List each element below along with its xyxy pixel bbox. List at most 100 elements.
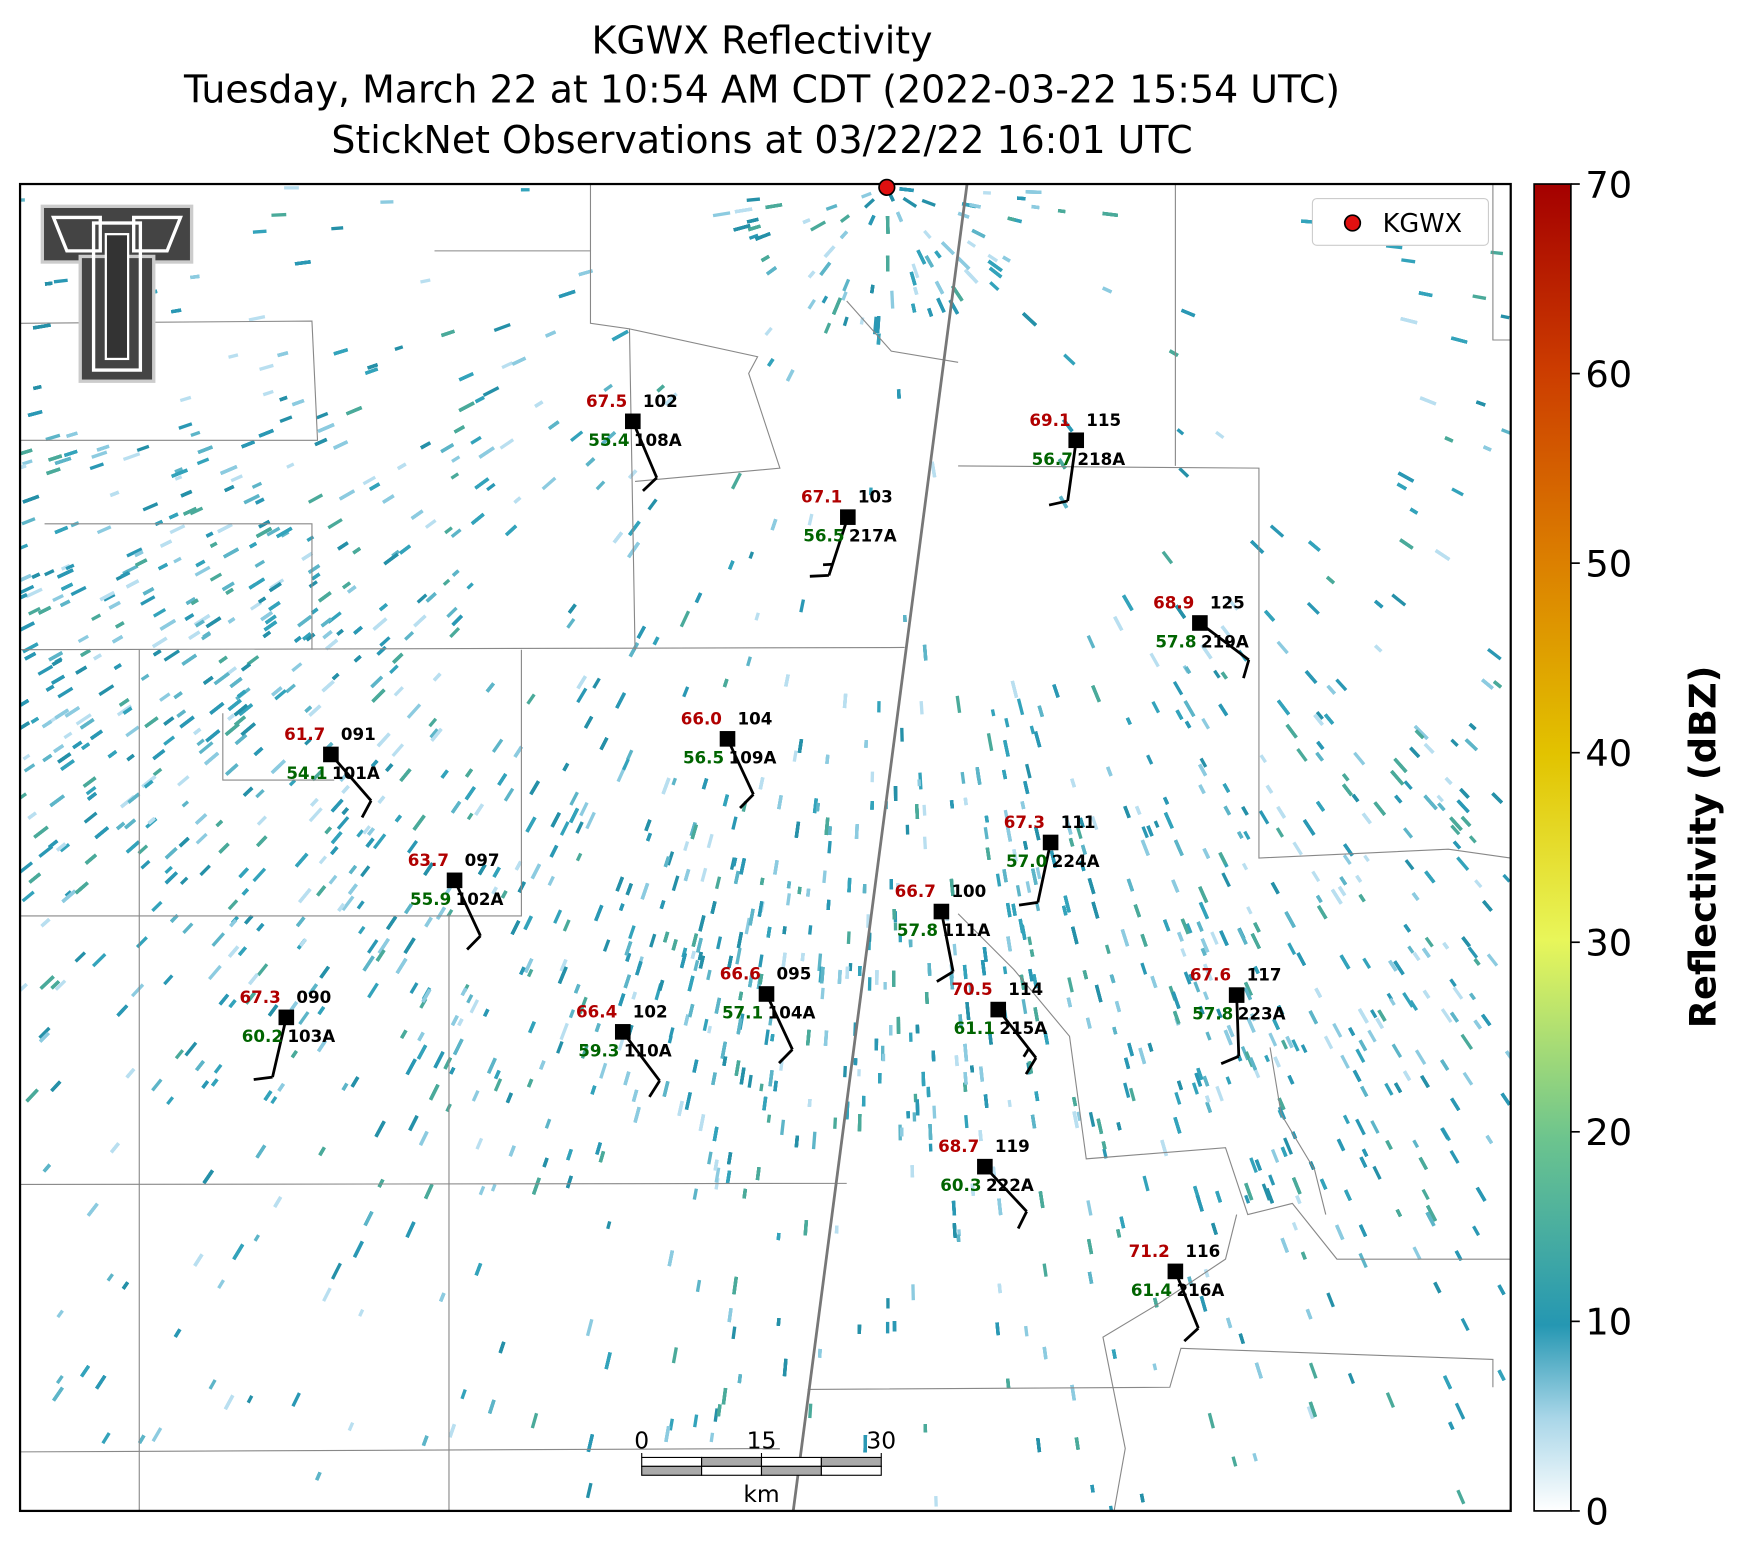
radar-echo xyxy=(857,1114,862,1132)
radar-echo xyxy=(490,1183,497,1192)
radar-echo xyxy=(802,218,811,225)
radar-echo xyxy=(957,1229,962,1237)
radar-echo xyxy=(700,867,708,883)
radar-echo xyxy=(28,606,41,616)
radar-echo xyxy=(927,963,932,976)
radar-echo xyxy=(168,512,179,520)
radar-echo xyxy=(785,369,795,382)
radar-echo xyxy=(1011,903,1017,916)
radar-echo xyxy=(137,844,149,855)
radar-echo xyxy=(803,1220,809,1236)
radar-echo xyxy=(241,888,249,896)
radar-echo xyxy=(284,186,299,190)
radar-echo xyxy=(746,656,752,667)
radar-echo xyxy=(1308,1362,1318,1379)
radar-echo xyxy=(1399,538,1414,550)
radar-echo xyxy=(1481,1013,1492,1027)
radar-echo xyxy=(50,980,61,990)
radar-echo xyxy=(649,933,657,948)
radar-echo xyxy=(1473,1019,1482,1030)
radar-echo xyxy=(823,245,836,258)
radar-echo xyxy=(205,616,222,629)
radar-echo xyxy=(217,523,233,534)
radar-echo xyxy=(140,673,150,682)
radar-echo xyxy=(1248,1057,1258,1071)
radar-echo xyxy=(94,826,110,840)
radar-echo xyxy=(217,1279,225,1290)
radar-echo xyxy=(1285,723,1298,739)
radar-echo xyxy=(267,1004,279,1017)
radar-echo xyxy=(1200,644,1213,660)
radar-echo xyxy=(1140,839,1150,856)
radar-echo xyxy=(706,969,712,981)
radar-echo xyxy=(42,1163,52,1173)
radar-echo xyxy=(318,855,328,865)
radar-echo xyxy=(1412,952,1421,962)
legend-box xyxy=(1311,197,1489,246)
radar-echo xyxy=(885,1321,890,1334)
radar-echo xyxy=(1002,966,1008,975)
radar-echo xyxy=(1316,740,1325,750)
radar-echo xyxy=(733,223,751,232)
radar-echo xyxy=(694,592,703,604)
radar-echo xyxy=(1216,1008,1223,1019)
radar-echo xyxy=(298,1011,310,1026)
radar-echo xyxy=(807,513,814,526)
radar-echo xyxy=(457,1018,464,1027)
radar-echo xyxy=(1198,886,1209,904)
radar-echo xyxy=(928,1143,933,1152)
radar-echo xyxy=(797,738,804,753)
radar-echo xyxy=(1330,888,1343,905)
radar-echo xyxy=(606,1221,612,1230)
radar-echo xyxy=(363,1211,374,1227)
radar-echo xyxy=(429,1084,440,1101)
radar-echo xyxy=(1146,754,1154,765)
radar-echo xyxy=(1449,978,1457,988)
radar-echo xyxy=(288,779,297,787)
radar-echo xyxy=(53,744,65,754)
radar-echo xyxy=(248,577,266,590)
radar-echo xyxy=(857,1069,861,1077)
radar-echo xyxy=(1176,428,1185,436)
radar-echo xyxy=(1005,1378,1011,1389)
radar-echo xyxy=(44,569,55,577)
radar-echo xyxy=(842,693,848,709)
radar-echo xyxy=(1448,1421,1455,1431)
radar-echo xyxy=(64,706,81,718)
radar-echo xyxy=(837,969,842,984)
radar-echo xyxy=(418,1130,429,1146)
radar-echo xyxy=(315,1471,322,1481)
radar-echo xyxy=(66,431,78,438)
radar-echo xyxy=(508,1145,516,1157)
radar-echo xyxy=(196,738,205,747)
radar-echo xyxy=(1205,1101,1213,1114)
radar-echo xyxy=(870,771,875,783)
radar-echo xyxy=(1287,942,1297,956)
dewpoint: 60.2 xyxy=(242,1026,283,1046)
radar-echo xyxy=(853,1058,858,1066)
radar-echo xyxy=(20,861,34,875)
radar-echo xyxy=(1015,884,1022,897)
radar-echo xyxy=(144,716,159,729)
radar-echo xyxy=(163,716,175,726)
wind-barb xyxy=(1199,621,1251,679)
radar-echo xyxy=(336,628,344,636)
radar-echo xyxy=(505,1092,513,1104)
station-code: 114 xyxy=(1008,979,1043,999)
radar-echo xyxy=(592,677,601,689)
radar-echo xyxy=(405,1221,416,1238)
radar-echo xyxy=(997,1198,1003,1216)
radar-echo xyxy=(615,692,626,709)
station-marker xyxy=(1068,432,1085,449)
radar-echo xyxy=(519,966,526,976)
radar-echo xyxy=(197,445,213,454)
radar-echo xyxy=(1270,881,1280,895)
radar-echo xyxy=(134,558,148,567)
radar-echo xyxy=(1296,952,1307,967)
radar-echo xyxy=(780,1119,786,1136)
radar-echo xyxy=(1138,1047,1147,1065)
legend-marker xyxy=(1343,214,1362,232)
radar-echo xyxy=(1150,975,1158,989)
radar-echo xyxy=(748,971,754,988)
